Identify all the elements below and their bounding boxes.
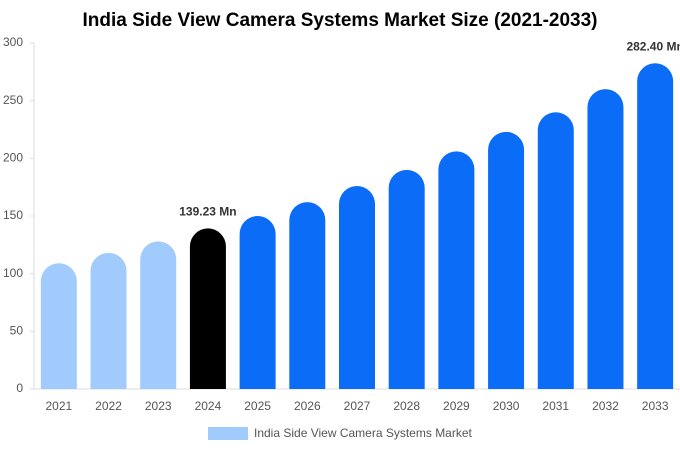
x-tick-label: 2027 bbox=[344, 399, 371, 413]
legend-swatch bbox=[208, 427, 248, 440]
bar bbox=[488, 131, 525, 389]
bar bbox=[339, 186, 375, 389]
x-tick-label: 2023 bbox=[145, 399, 172, 413]
chart-title: India Side View Camera Systems Market Si… bbox=[82, 10, 597, 31]
x-tick-label: 2022 bbox=[95, 399, 122, 413]
y-tick-label: 50 bbox=[10, 324, 24, 338]
x-tick-label: 2026 bbox=[294, 399, 321, 413]
bar bbox=[637, 63, 674, 389]
bar bbox=[40, 263, 77, 389]
bar bbox=[239, 216, 276, 389]
y-tick-label: 300 bbox=[3, 35, 23, 49]
bar bbox=[289, 202, 326, 389]
y-tick-label: 200 bbox=[3, 151, 23, 165]
y-tick-label: 250 bbox=[3, 93, 23, 107]
x-tick-label: 2024 bbox=[195, 399, 222, 413]
x-tick-label: 2025 bbox=[244, 399, 271, 413]
bar bbox=[140, 241, 177, 389]
value-label: 139.23 Mn bbox=[179, 205, 236, 219]
y-tick-label: 0 bbox=[16, 381, 23, 395]
bar bbox=[90, 252, 127, 389]
y-tick-label: 150 bbox=[3, 208, 23, 222]
bar bbox=[537, 112, 574, 389]
x-tick-label: 2031 bbox=[542, 399, 569, 413]
x-tick-label: 2028 bbox=[393, 399, 420, 413]
x-tick-label: 2032 bbox=[592, 399, 619, 413]
bar bbox=[438, 151, 475, 389]
bar bbox=[189, 228, 226, 389]
legend-label: India Side View Camera Systems Market bbox=[254, 426, 473, 440]
x-tick-label: 2033 bbox=[642, 399, 669, 413]
value-label: 282.40 Mn bbox=[626, 39, 680, 53]
y-tick-label: 100 bbox=[3, 266, 23, 280]
bar bbox=[388, 169, 425, 389]
bar bbox=[587, 89, 624, 389]
x-tick-label: 2021 bbox=[45, 399, 72, 413]
x-tick-label: 2030 bbox=[493, 399, 520, 413]
x-tick-label: 2029 bbox=[443, 399, 470, 413]
